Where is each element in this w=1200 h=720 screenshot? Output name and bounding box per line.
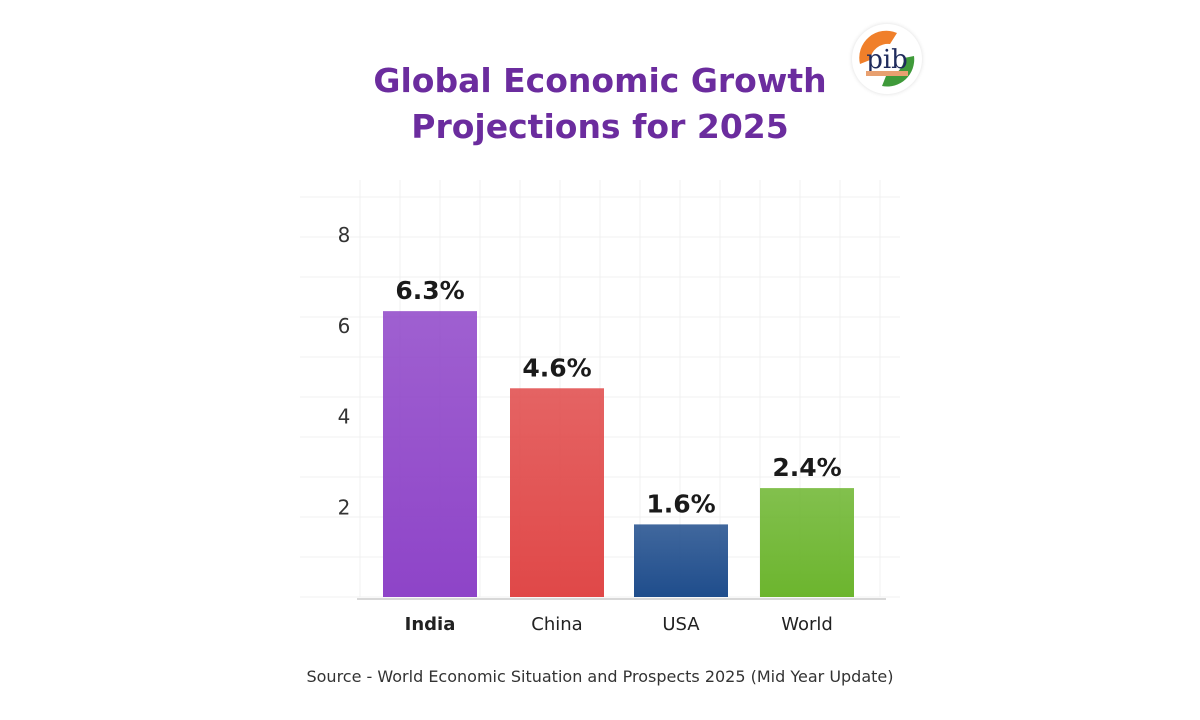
bar-india — [383, 311, 477, 597]
svg-text:pib: pib — [866, 45, 908, 75]
y-tick-label: 2 — [338, 495, 351, 519]
data-label: 2.4% — [772, 453, 841, 482]
chart-title-line-1: Global Economic Growth — [373, 61, 827, 100]
y-tick-label: 4 — [338, 405, 351, 429]
bar-world — [760, 488, 854, 597]
x-tick-label: USA — [662, 614, 700, 635]
y-tick-label: 6 — [338, 314, 351, 338]
source-note: Source - World Economic Situation and Pr… — [306, 667, 894, 686]
chart-title: Global Economic Growth Projections for 2… — [0, 58, 1200, 150]
chart-title-line-2: Projections for 2025 — [411, 107, 789, 146]
data-label: 4.6% — [522, 353, 591, 382]
y-tick-label: 8 — [338, 223, 351, 247]
pib-logo: pib — [852, 24, 922, 94]
bar-china — [510, 388, 604, 597]
data-label: 1.6% — [646, 489, 715, 518]
x-tick-label: China — [531, 614, 582, 635]
x-tick-label: World — [781, 614, 833, 635]
x-tick-label: India — [405, 614, 456, 635]
data-label: 6.3% — [395, 276, 464, 305]
bar-usa — [634, 524, 728, 597]
